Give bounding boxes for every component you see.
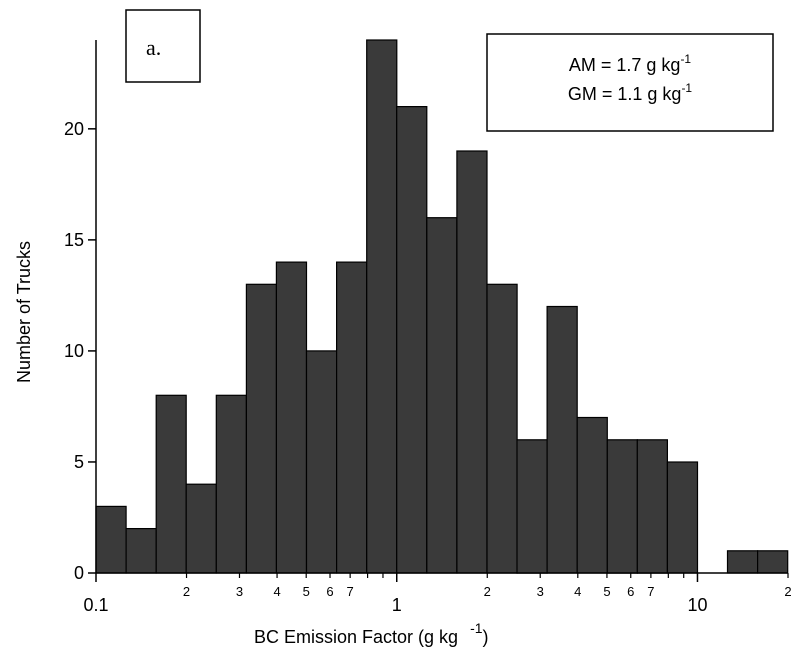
stats-annotation-am: AM = 1.7 g kg-1 — [569, 52, 692, 75]
histogram-bar — [666, 461, 699, 574]
y-tick-label: 10 — [64, 341, 84, 361]
histogram-bar — [155, 394, 187, 574]
histogram-bar — [516, 439, 548, 574]
histogram-bar — [546, 305, 578, 574]
histogram-bar — [336, 261, 368, 574]
histogram-bar — [275, 261, 308, 574]
histogram-bar — [305, 350, 338, 574]
histogram-bar — [125, 527, 157, 574]
x-minor-tick-label: 2 — [784, 584, 791, 599]
panel-label: a. — [146, 35, 161, 60]
panel-label-box — [125, 9, 201, 83]
x-minor-tick-label: 4 — [574, 584, 581, 599]
x-major-tick-label: 1 — [392, 595, 402, 615]
x-minor-tick-label: 4 — [273, 584, 280, 599]
y-tick-label: 5 — [74, 452, 84, 472]
y-axis-title: Number of Trucks — [14, 241, 34, 383]
histogram-bar — [726, 550, 759, 574]
histogram-bar — [636, 439, 668, 574]
x-minor-tick-label: 3 — [236, 584, 243, 599]
histogram-bar — [245, 283, 278, 574]
histogram-bar — [426, 217, 458, 574]
x-minor-tick-label: 5 — [303, 584, 310, 599]
x-minor-tick-label: 5 — [603, 584, 610, 599]
histogram-bar — [396, 105, 428, 574]
x-minor-tick-label: 6 — [627, 584, 634, 599]
x-minor-tick-label: 3 — [537, 584, 544, 599]
x-minor-tick-label: 2 — [484, 584, 491, 599]
x-minor-tick-label: 7 — [347, 584, 354, 599]
y-tick-label: 15 — [64, 230, 84, 250]
x-minor-tick-label: 7 — [647, 584, 654, 599]
histogram-bar — [185, 483, 217, 574]
histogram-bar — [606, 439, 638, 574]
x-major-tick-label: 0.1 — [83, 595, 108, 615]
histogram-bar — [95, 505, 127, 574]
y-ticks-group: 0 5 10 15 20 — [64, 119, 96, 583]
histogram-bar — [486, 283, 518, 574]
histogram-bar — [576, 416, 608, 574]
histogram-bar — [366, 39, 398, 574]
x-minor-tick-label: 2 — [183, 584, 190, 599]
x-major-tick-label: 10 — [687, 595, 707, 615]
histogram-bar — [756, 550, 789, 574]
stats-annotation-box — [486, 33, 774, 132]
x-minor-tick-label: 6 — [326, 584, 333, 599]
y-tick-label: 0 — [74, 563, 84, 583]
bars-group — [95, 39, 789, 574]
histogram-bar — [456, 150, 488, 574]
x-ticks-group: 0.1 1 102 3 4 5 6 7 2 3 4 5 6 7 2 — [83, 573, 792, 615]
stats-annotation-gm: GM = 1.1 g kg-1 — [568, 81, 693, 104]
y-tick-label: 20 — [64, 119, 84, 139]
histogram-bar — [215, 394, 248, 574]
x-axis-title: BC Emission Factor (g kg -1) — [254, 620, 489, 647]
